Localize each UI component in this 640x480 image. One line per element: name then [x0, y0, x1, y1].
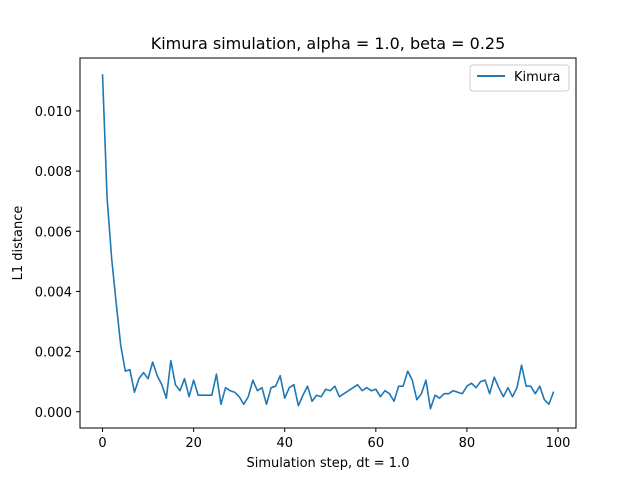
y-tick-label: 0.008 — [35, 165, 72, 180]
y-tick-label: 0.010 — [35, 105, 72, 120]
x-tick-label: 80 — [459, 436, 476, 451]
y-axis: 0.000 0.002 0.004 0.006 0.008 0.010 — [35, 105, 80, 421]
x-tick-label: 100 — [546, 436, 571, 451]
plot-frame — [79, 57, 577, 429]
legend: Kimura — [469, 64, 570, 92]
x-tick-label: 40 — [276, 436, 293, 451]
series-line-kimura — [101, 74, 555, 410]
legend-box — [469, 64, 570, 92]
y-tick-label: 0.002 — [35, 346, 72, 361]
legend-label-kimura: Kimura — [514, 70, 560, 85]
x-tick-label: 0 — [98, 436, 106, 451]
series-layer — [101, 74, 555, 410]
x-tick-label: 60 — [368, 436, 385, 451]
x-tick-label: 20 — [185, 436, 202, 451]
y-tick-label: 0.004 — [35, 285, 72, 300]
y-tick-label: 0.000 — [35, 406, 72, 421]
x-axis: 0 20 40 60 80 100 — [98, 428, 570, 451]
y-axis-title: L1 distance — [11, 206, 26, 281]
chart-title: Kimura simulation, alpha = 1.0, beta = 0… — [151, 34, 506, 53]
y-tick-label: 0.006 — [35, 225, 72, 240]
x-axis-title: Simulation step, dt = 1.0 — [247, 456, 410, 471]
